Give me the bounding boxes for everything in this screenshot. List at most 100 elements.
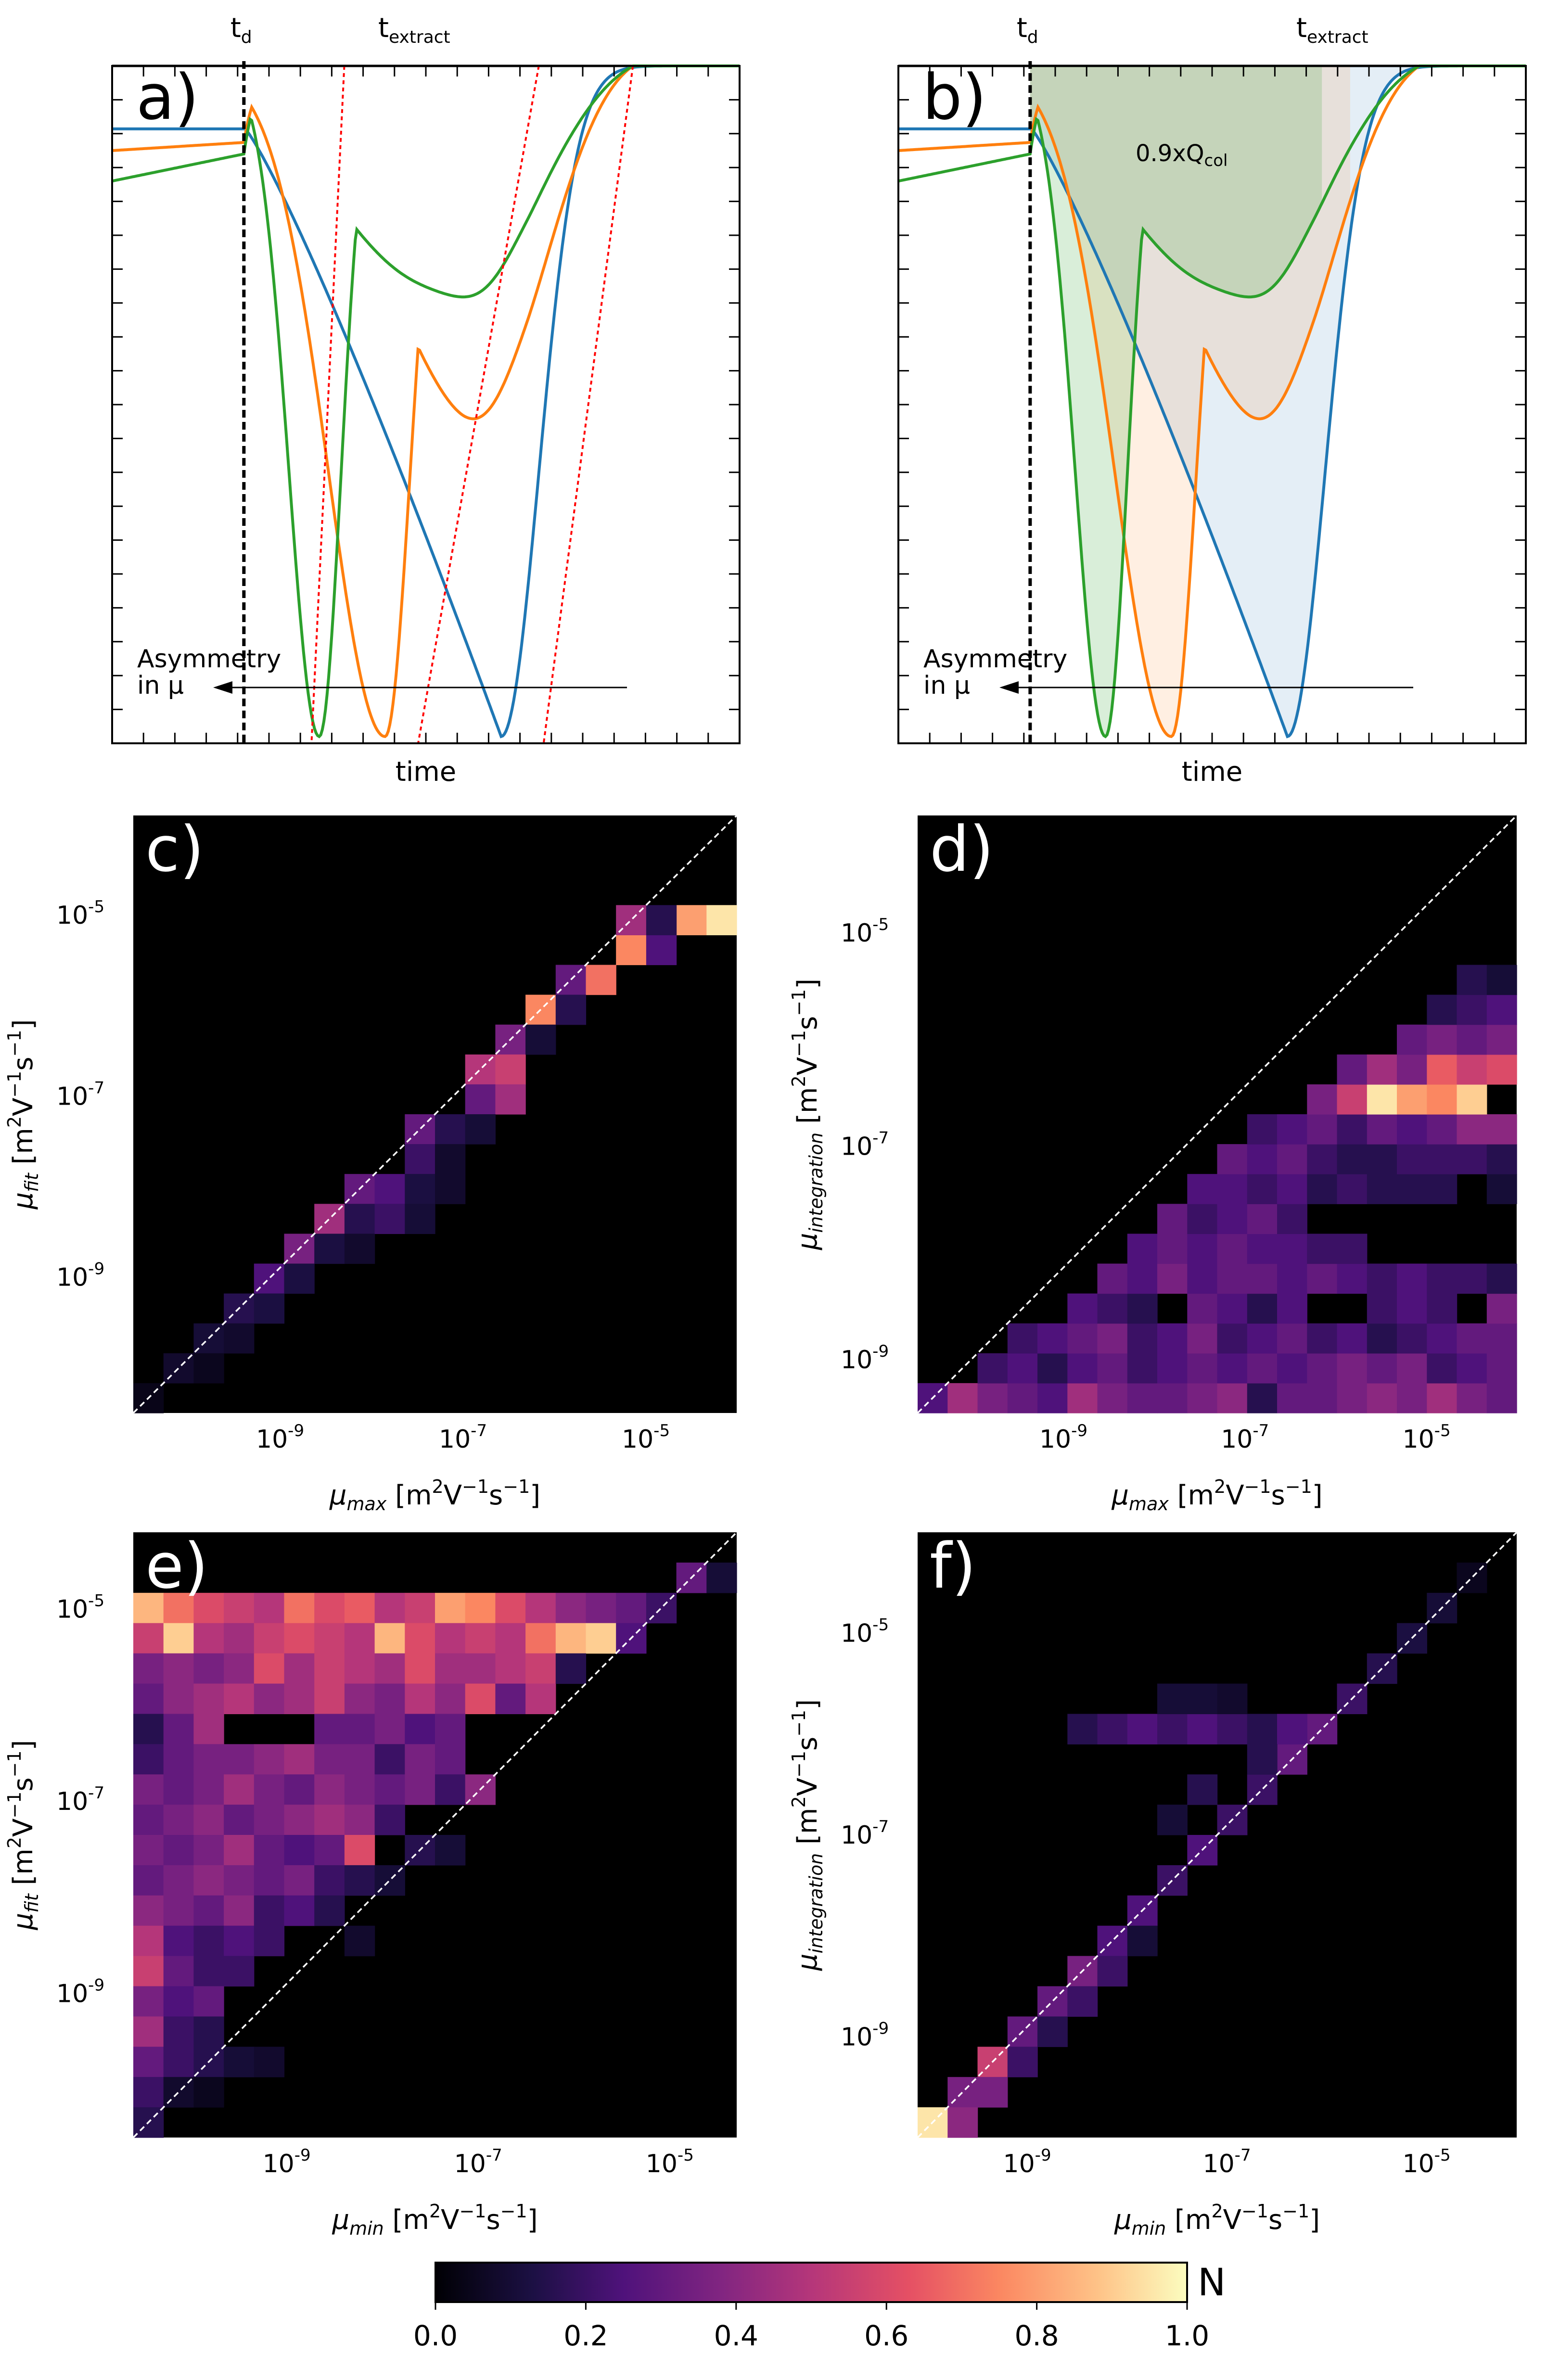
heatmap-cell: [1247, 1293, 1278, 1324]
colorbar-tick-label: 0.4: [714, 2319, 758, 2352]
charge-area-green: [1030, 66, 1322, 737]
heatmap-cell: [163, 1774, 194, 1805]
heatmap-cell: [1457, 1383, 1487, 1413]
colorbar-tick-label: 0.2: [563, 2319, 608, 2352]
heatmap-cell: [254, 1774, 285, 1805]
heatmap-cell: [1217, 1683, 1248, 1714]
heatmap-cell: [344, 1865, 375, 1896]
t-extract-label: textract: [1296, 13, 1368, 47]
heatmap-cell: [1307, 1174, 1338, 1204]
heatmap-cell: [1127, 1234, 1158, 1264]
heatmap-cell: [1337, 1263, 1368, 1294]
y-tick-label: 10-9: [841, 2019, 889, 2051]
y-tick-label: 10-5: [841, 1616, 889, 1648]
identity-line: [132, 815, 738, 1414]
heatmap-cell: [284, 1865, 315, 1896]
heatmap-cell: [1217, 1204, 1248, 1234]
heatmap-cell: [555, 994, 587, 1025]
heatmap-cell: [1486, 1383, 1517, 1413]
heatmap-cell: [193, 1835, 224, 1866]
heatmap-cell: [193, 1592, 224, 1624]
heatmap-cell: [1067, 1986, 1098, 2017]
heatmap-cell: [405, 1714, 435, 1744]
heatmap-cell: [1127, 1714, 1158, 1744]
heatmap-cell: [163, 2016, 194, 2047]
heatmap-cell: [405, 1653, 435, 1684]
heatmap-cell: [133, 2077, 164, 2108]
heatmap-cell: [1307, 1263, 1338, 1294]
y-axis-label: μintegration [m2V−1s−1]: [788, 1699, 827, 1971]
heatmap-cell: [224, 1956, 255, 1987]
heatmap-cell: [344, 1714, 375, 1744]
heatmap-cell: [465, 1084, 496, 1115]
heatmap-cell: [1217, 1293, 1248, 1324]
heatmap-cell: [193, 1683, 224, 1714]
y-tick-label: 10-7: [56, 1783, 104, 1816]
heatmap-cell: [1457, 1323, 1487, 1354]
heatmap-cell: [495, 1623, 526, 1654]
heatmap-cell: [1157, 1204, 1188, 1234]
heatmap-cell: [1277, 1323, 1307, 1354]
heatmap-cell: [1337, 1144, 1368, 1174]
heatmap-cell: [163, 1683, 194, 1714]
heatmap-cell: [374, 1623, 405, 1654]
heatmap-cell: [1247, 1383, 1278, 1413]
heatmap-cell: [224, 1895, 255, 1926]
heatmap-cell: [1397, 1323, 1427, 1354]
panel-d: d) 10-9 10-7 10-5 10-9 10-7 10-5 μmax [m2V−1s−1…: [788, 813, 1518, 1515]
heatmap-cell: [465, 1683, 496, 1714]
heatmap-cell: [1397, 1293, 1427, 1324]
heatmap-cell: [1427, 1084, 1458, 1115]
y-tick-label: 10-9: [841, 1342, 889, 1375]
colorbar-tick-label: 0.8: [1014, 2319, 1059, 2352]
heatmap-cell: [1097, 1956, 1128, 1987]
heatmap-cell: [465, 1623, 496, 1654]
heatmap-cell: [1247, 1144, 1278, 1174]
heatmap-cell: [1157, 1353, 1188, 1384]
heatmap-cell: [254, 1683, 285, 1714]
x-tick-label: 10-7: [454, 2146, 502, 2178]
y-axis-label: μfit [m2V−1s−1]: [4, 1019, 42, 1210]
heatmap-cell: [1337, 1054, 1368, 1085]
heatmap-cell: [374, 1653, 405, 1684]
heatmap-cell: [405, 1592, 435, 1624]
extract-fit-line: [542, 65, 634, 744]
heatmap-cell: [405, 1174, 435, 1204]
heatmap-cell: [1247, 1174, 1278, 1204]
heatmap-cell: [1307, 1114, 1338, 1145]
x-tick-label: 10-7: [1203, 2146, 1251, 2178]
heatmap-cell: [1457, 1114, 1487, 1145]
heatmap-cell: [1397, 1174, 1427, 1204]
heatmap-cell: [224, 1835, 255, 1866]
identity-line: [917, 1531, 1518, 2138]
heatmap-cell: [284, 1895, 315, 1926]
heatmap-cell: [314, 1865, 345, 1896]
heatmap-cell: [314, 1234, 345, 1264]
heatmap-cell: [1367, 1383, 1397, 1413]
identity-line: [132, 1531, 738, 2138]
heatmap-cell: [163, 1592, 194, 1624]
heatmap-cell: [1097, 1293, 1128, 1324]
panel-label: c): [145, 813, 204, 886]
heatmap-cell: [1337, 1234, 1368, 1264]
heatmap-cell: [133, 1835, 164, 1866]
heatmap-cell: [224, 1323, 255, 1354]
heatmap-cell: [495, 1653, 526, 1684]
heatmap-cell: [1427, 1323, 1458, 1354]
heatmap-cell: [1427, 1263, 1458, 1294]
heatmap-cell: [344, 1744, 375, 1775]
heatmap-cell: [1157, 1383, 1188, 1413]
heatmap-cell: [1187, 1204, 1218, 1234]
x-axis-label: time: [396, 756, 457, 788]
asymmetry-label-2: in μ: [923, 671, 970, 700]
colorbar-label: N: [1198, 2261, 1226, 2304]
heatmap-cell: [1037, 1383, 1068, 1413]
heatmap-cell: [1337, 1084, 1368, 1115]
heatmap-cell: [706, 905, 737, 935]
heatmap-cell: [1157, 1683, 1188, 1714]
heatmap-cell: [1307, 1383, 1338, 1413]
heatmap-cell: [284, 1592, 315, 1624]
heatmap-cell: [435, 1714, 466, 1744]
heatmap-cell: [193, 1623, 224, 1654]
heatmap-cell: [1157, 1805, 1188, 1835]
